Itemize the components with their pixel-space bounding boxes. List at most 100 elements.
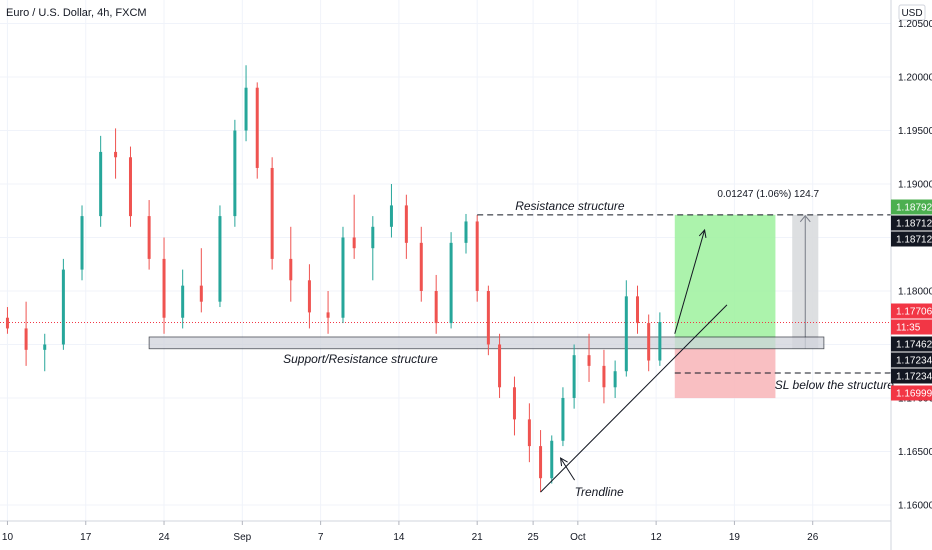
candle-body bbox=[527, 419, 531, 447]
measure-label: 0.01247 (1.06%) 124.7 bbox=[717, 189, 819, 200]
candle-body bbox=[255, 87, 259, 168]
candle-body bbox=[572, 355, 576, 398]
price-label: 1.18792 bbox=[896, 203, 932, 214]
price-label-box bbox=[891, 352, 932, 368]
y-tick-label: 1.16500 bbox=[898, 447, 932, 458]
trendline-pointer-head bbox=[559, 457, 568, 467]
y-tick-label: 1.19000 bbox=[898, 180, 932, 191]
price-label-box bbox=[891, 215, 932, 231]
candle-body bbox=[419, 242, 423, 291]
candle-body bbox=[550, 440, 554, 479]
x-tick-label: Sep bbox=[233, 532, 251, 543]
resistance-label: Resistance structure bbox=[515, 199, 625, 213]
x-tick-label: 14 bbox=[393, 532, 405, 543]
x-tick-label: 21 bbox=[472, 532, 484, 543]
candle-body bbox=[486, 290, 490, 345]
price-labels: 1.18792 1.18712 1.18712 1.17706 11:35 1.17462… bbox=[891, 199, 932, 401]
candle-body bbox=[218, 216, 222, 302]
price-label: 1.17234 bbox=[896, 372, 932, 383]
candle-body bbox=[61, 269, 65, 345]
x-tick-label: 24 bbox=[158, 532, 170, 543]
trendline-pointer bbox=[560, 457, 575, 481]
candle-body bbox=[602, 365, 606, 388]
candle-body bbox=[647, 323, 651, 361]
x-tick-label: 17 bbox=[80, 532, 92, 543]
price-label: 1.17462 bbox=[896, 340, 932, 351]
zones: 0.01247 (1.06%) 124.7 bbox=[0, 189, 891, 399]
candle-body bbox=[613, 371, 617, 388]
candle-body bbox=[658, 322, 662, 361]
price-label-box bbox=[891, 319, 932, 335]
price-label-box bbox=[891, 336, 932, 352]
y-tick-label: 1.20500 bbox=[898, 19, 932, 30]
candle-body bbox=[464, 221, 468, 243]
drawings: Resistance structure SL below the structu… bbox=[283, 199, 894, 499]
candle-body bbox=[270, 167, 274, 259]
x-tick-label: 19 bbox=[729, 532, 741, 543]
target-arrow bbox=[674, 229, 706, 334]
candles bbox=[5, 65, 662, 493]
candle-body bbox=[352, 237, 356, 249]
support-resistance-zone bbox=[148, 336, 825, 350]
candle-body bbox=[24, 328, 28, 350]
candle-body bbox=[635, 296, 639, 324]
target-arrow-head bbox=[698, 228, 707, 238]
candle-body bbox=[404, 205, 408, 243]
y-tick-label: 1.16000 bbox=[898, 500, 932, 511]
candle-body bbox=[181, 285, 185, 318]
candle-body bbox=[307, 280, 311, 313]
candle-body bbox=[498, 344, 502, 388]
trendline-label: Trendline bbox=[575, 485, 624, 499]
candle-body bbox=[99, 151, 103, 217]
price-label: 1.17706 bbox=[896, 307, 932, 318]
stop-loss-label: SL below the structure bbox=[775, 378, 895, 392]
x-tick-label: 25 bbox=[528, 532, 540, 543]
candle-body bbox=[449, 242, 453, 324]
trendline bbox=[540, 304, 728, 493]
candle-body bbox=[43, 344, 47, 350]
x-tick-label: 26 bbox=[807, 532, 819, 543]
candle-body bbox=[389, 205, 393, 227]
candle-body bbox=[561, 397, 565, 441]
price-label: 1.17234 bbox=[896, 356, 932, 367]
currency-badge-box[interactable] bbox=[898, 4, 926, 21]
candle-body bbox=[128, 157, 132, 217]
x-tick-label: Oct bbox=[570, 532, 586, 543]
price-label: 1.18712 bbox=[896, 235, 932, 246]
x-tick-label: 7 bbox=[318, 532, 324, 543]
candle-body bbox=[80, 216, 84, 270]
price-label: 11:35 bbox=[896, 323, 921, 334]
y-tick-label: 1.19500 bbox=[898, 126, 932, 137]
candle-body bbox=[587, 355, 591, 366]
target-zone bbox=[674, 214, 776, 349]
y-tick-label: 1.18000 bbox=[898, 286, 932, 297]
candle-body bbox=[147, 216, 151, 259]
candle-body bbox=[199, 285, 203, 302]
price-label-box bbox=[891, 368, 932, 384]
candle-body bbox=[624, 296, 628, 372]
candle-body bbox=[512, 387, 516, 420]
candle-body bbox=[326, 312, 330, 318]
price-label-box bbox=[891, 199, 932, 215]
x-tick-label: 10 bbox=[2, 532, 14, 543]
price-label: 1.18712 bbox=[896, 219, 932, 230]
candle-body bbox=[371, 226, 375, 249]
candle-body bbox=[289, 258, 293, 281]
candle-body bbox=[341, 237, 345, 318]
chart-title: Euro / U.S. Dollar, 4h, FXCM bbox=[6, 7, 147, 19]
candle-body bbox=[162, 258, 166, 318]
measure-arrow-head bbox=[799, 215, 811, 223]
candle-body bbox=[475, 221, 479, 291]
price-label: 1.16999 bbox=[896, 389, 932, 400]
candle-body bbox=[233, 130, 237, 217]
price-label-box bbox=[891, 385, 932, 401]
y-tick-label: 1.20000 bbox=[898, 73, 932, 84]
candle-body bbox=[539, 446, 543, 479]
price-label-box bbox=[891, 231, 932, 247]
candle-body bbox=[5, 317, 9, 329]
candle-body bbox=[434, 290, 438, 324]
candle-body bbox=[244, 87, 248, 131]
price-label-box bbox=[891, 303, 932, 319]
support-label: Support/Resistance structure bbox=[283, 352, 438, 366]
